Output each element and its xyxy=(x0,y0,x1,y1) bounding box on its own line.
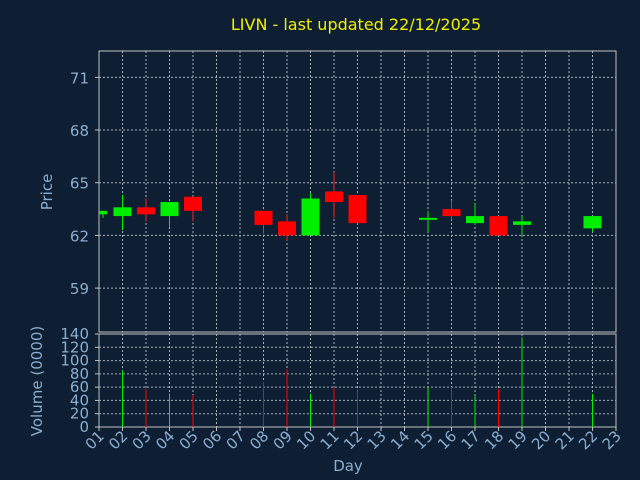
volume-panel: 0204060801001201400102030405060708091011… xyxy=(60,325,624,453)
price-panel: 59 62 65 68 71 xyxy=(70,50,617,333)
day-tick-label: 23 xyxy=(599,427,625,453)
price-tick-label: 65 xyxy=(70,175,89,193)
candle-body xyxy=(137,207,155,215)
candle-body xyxy=(442,209,461,217)
chart-title: LIVN - last updated 22/12/2025 xyxy=(231,15,481,34)
day-tick-label: 11 xyxy=(317,427,343,453)
volume-axis-label: Volume (0000) xyxy=(28,326,46,436)
candle-body xyxy=(113,207,132,217)
day-tick-label: 04 xyxy=(152,427,178,453)
day-tick-label: 10 xyxy=(293,427,319,453)
volume-tick-label: 120 xyxy=(60,338,89,356)
candle-body xyxy=(348,195,367,224)
candle-body xyxy=(160,202,179,217)
candle-body xyxy=(325,191,343,203)
day-tick-label: 15 xyxy=(411,427,437,453)
volume-tick-label: 80 xyxy=(70,365,89,383)
day-tick-label: 09 xyxy=(270,427,296,453)
candle-body xyxy=(419,217,437,220)
volume-tick-label: 100 xyxy=(60,352,89,370)
candle-body xyxy=(254,210,273,225)
price-tick-label: 68 xyxy=(70,122,89,140)
day-tick-label: 02 xyxy=(105,427,131,453)
day-tick-label: 19 xyxy=(505,427,531,453)
volume-tick-label: 60 xyxy=(70,378,89,396)
day-tick-label: 12 xyxy=(340,427,366,453)
day-tick-label: 13 xyxy=(364,427,390,453)
candle-body xyxy=(466,216,484,224)
candle-body xyxy=(278,221,296,236)
volume-tick-label: 40 xyxy=(70,391,89,409)
price-tick-label: 62 xyxy=(70,227,89,245)
day-tick-label: 22 xyxy=(575,427,601,453)
day-tick-label: 21 xyxy=(552,427,578,453)
day-tick-label: 14 xyxy=(387,427,413,453)
day-tick-label: 03 xyxy=(129,427,155,453)
day-tick-label: 16 xyxy=(434,427,460,453)
candle-body xyxy=(99,210,107,215)
day-tick-label: 05 xyxy=(176,427,202,453)
price-tick-label: 59 xyxy=(70,280,89,298)
price-tick-label: 71 xyxy=(70,69,89,87)
day-tick-label: 06 xyxy=(199,427,225,453)
volume-tick-label: 20 xyxy=(70,405,89,423)
candle-body xyxy=(583,216,602,229)
day-tick-label: 07 xyxy=(223,427,249,453)
day-tick-label: 17 xyxy=(458,427,484,453)
candle-body xyxy=(301,198,320,236)
x-axis-label: Day xyxy=(333,457,363,475)
volume-tick-label: 0 xyxy=(79,418,89,436)
candle-body xyxy=(489,216,508,236)
price-axis-label: Price xyxy=(38,174,56,211)
candle-body xyxy=(513,221,531,225)
candle-body xyxy=(184,196,202,211)
day-tick-label: 18 xyxy=(481,427,507,453)
day-tick-label: 20 xyxy=(528,427,554,453)
day-tick-label: 08 xyxy=(246,427,272,453)
volume-tick-label: 140 xyxy=(60,325,89,343)
